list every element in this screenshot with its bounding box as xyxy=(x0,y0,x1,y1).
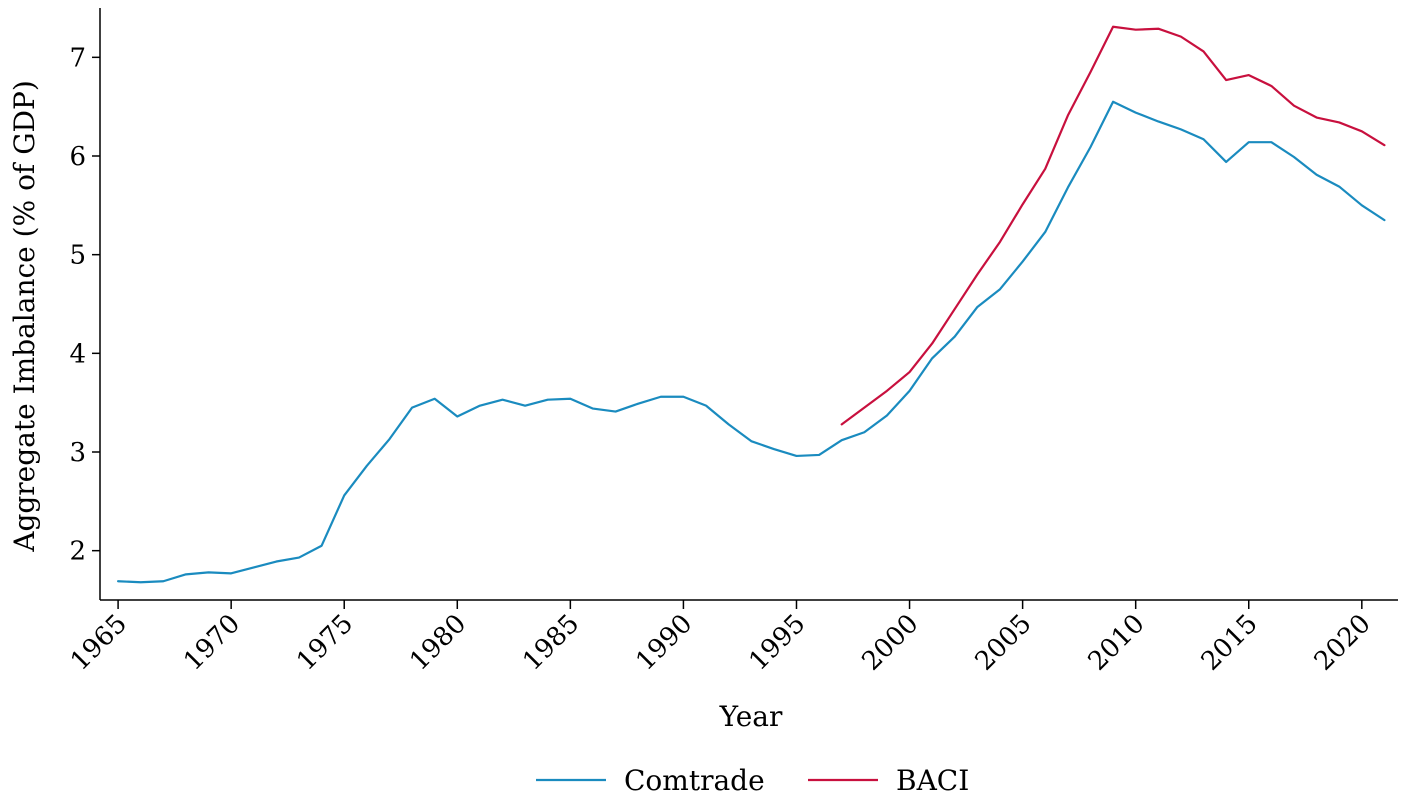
x-tick-label: 1975 xyxy=(291,609,359,677)
x-tick-label: 2000 xyxy=(857,609,925,677)
x-tick-label: 2015 xyxy=(1196,609,1264,677)
x-tick-label: 1995 xyxy=(743,609,811,677)
y-tick-label: 6 xyxy=(69,142,86,172)
legend-label-comtrade: Comtrade xyxy=(624,764,765,797)
series-line-baci xyxy=(840,25,1386,426)
series-lines xyxy=(116,25,1386,584)
y-axis-ticks: 2 3 4 5 6 7 xyxy=(69,43,100,567)
y-tick-label: 7 xyxy=(69,43,86,73)
series-line-comtrade xyxy=(116,100,1386,584)
plot-area xyxy=(116,25,1386,584)
legend: Comtrade BACI xyxy=(536,764,969,797)
y-tick-label: 5 xyxy=(69,241,86,271)
y-axis-label: Aggregate Imbalance (% of GDP) xyxy=(8,80,41,553)
x-tick-label: 1985 xyxy=(517,609,585,677)
x-tick-label: 1970 xyxy=(178,609,246,677)
legend-label-baci: BACI xyxy=(896,764,969,797)
x-axis-ticks: 1965 1970 1975 1980 1985 1990 1995 2000 2005 2010… xyxy=(65,600,1377,677)
x-tick-label: 1965 xyxy=(65,609,133,677)
x-tick-label: 1980 xyxy=(404,609,472,677)
y-tick-label: 4 xyxy=(69,339,86,369)
x-tick-label: 2005 xyxy=(970,609,1038,677)
y-tick-label: 3 xyxy=(69,438,86,468)
x-tick-label: 2020 xyxy=(1309,609,1377,677)
y-tick-label: 2 xyxy=(69,537,86,567)
x-tick-label: 1990 xyxy=(630,609,698,677)
x-tick-label: 2010 xyxy=(1083,609,1151,677)
x-axis-label: Year xyxy=(719,700,783,733)
